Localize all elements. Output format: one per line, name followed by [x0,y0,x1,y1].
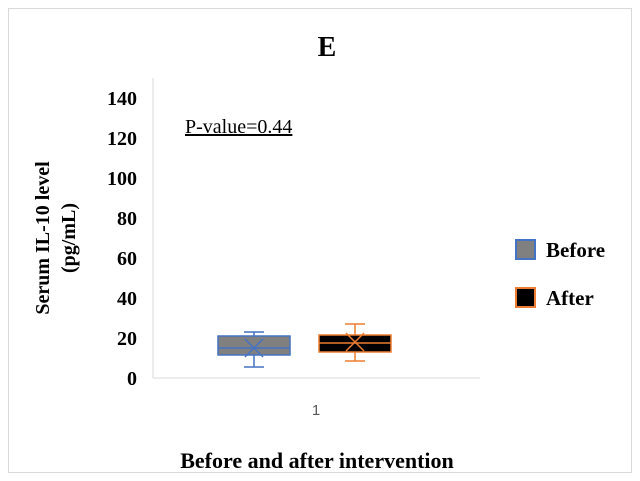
legend: Before After [515,238,605,310]
y-tick-label: 140 [107,88,137,110]
mean-marker [244,338,264,358]
y-tick-label: 100 [107,168,137,190]
y-tick-labels: 0 20 40 60 80 100 120 140 [107,88,137,390]
x-axis-label: Before and after intervention [180,448,454,473]
y-tick-label: 60 [117,248,137,270]
box-series-group [217,323,392,368]
legend-swatch-before [515,239,536,260]
y-tick-label: 120 [107,128,137,150]
legend-label-after: After [546,286,594,310]
chart-title: E [318,32,337,63]
box-before [217,331,291,368]
y-axis-label-line2: (pg/mL) [58,203,80,273]
iqr-box [217,335,291,356]
y-tick-label: 0 [127,368,137,390]
y-axis-label-line1: Serum IL-10 level [32,161,54,315]
y-tick-label: 40 [117,288,137,310]
y-tick-label: 20 [117,328,137,350]
box-after [318,323,392,362]
legend-label-before: Before [546,238,605,262]
p-value-annotation: P-value=0.44 [185,116,292,138]
legend-swatch-after [515,287,536,308]
y-tick-label: 80 [117,208,137,230]
x-tick-label: 1 [312,402,320,419]
mean-marker [345,332,365,352]
